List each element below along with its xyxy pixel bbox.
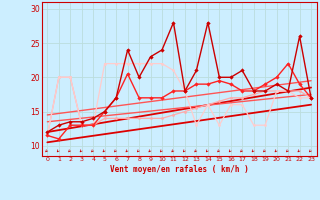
X-axis label: Vent moyen/en rafales ( km/h ): Vent moyen/en rafales ( km/h ) xyxy=(110,165,249,174)
